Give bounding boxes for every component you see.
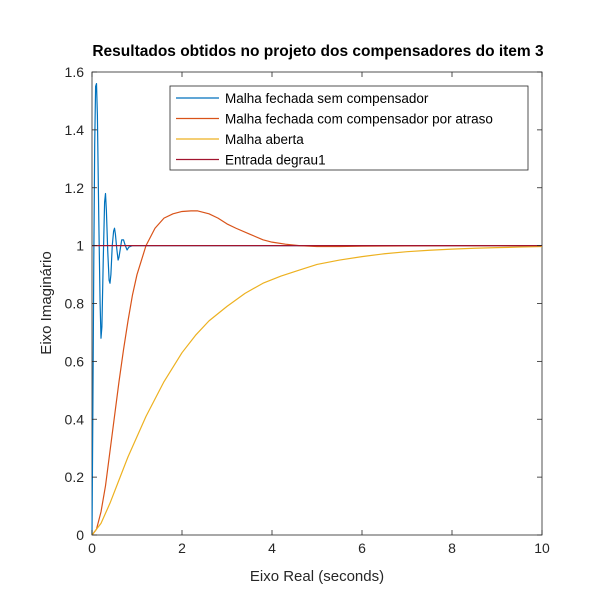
series-layer — [91, 82, 543, 536]
y-tick-label-1: 0.2 — [65, 469, 85, 485]
x-tick-label-1: 2 — [178, 540, 186, 556]
y-axis-label: Eixo Imaginário — [38, 251, 55, 354]
x-tick-label-0: 0 — [88, 540, 96, 556]
x-tick-label-4: 8 — [448, 540, 456, 556]
legend-label-2: Malha aberta — [225, 132, 304, 147]
y-tick-label-0: 0 — [76, 527, 84, 543]
legend-label-0: Malha fechada sem compensador — [225, 91, 429, 106]
y-tick-label-2: 0.4 — [65, 411, 85, 427]
legend-label-3: Entrada degrau1 — [225, 153, 326, 168]
y-tick-label-7: 1.4 — [65, 122, 85, 138]
ticks-layer: 0 2 4 6 8 10 0 0.2 0.4 0.6 0.8 1 1.2 1.4 1.6 — [65, 64, 550, 556]
y-tick-label-5: 1 — [76, 238, 84, 254]
y-tick-label-4: 0.8 — [65, 296, 85, 312]
y-tick-label-3: 0.6 — [65, 353, 85, 369]
legend-box — [169, 85, 529, 171]
x-tick-label-5: 10 — [534, 540, 550, 556]
legend: Malha fechada sem compensador Malha fecha… — [169, 85, 529, 171]
x-tick-label-2: 4 — [268, 540, 276, 556]
chart-title: Resultados obtidos no projeto dos compen… — [92, 43, 544, 60]
x-axis-label: Eixo Real (seconds) — [250, 568, 384, 585]
legend-label-1: Malha fechada com compensador por atraso — [225, 112, 493, 127]
y-tick-label-8: 1.6 — [65, 64, 85, 80]
series-line-1 — [91, 210, 542, 536]
x-tick-label-3: 6 — [358, 540, 366, 556]
y-tick-label-6: 1.2 — [65, 180, 85, 196]
series-line-2 — [91, 245, 543, 536]
